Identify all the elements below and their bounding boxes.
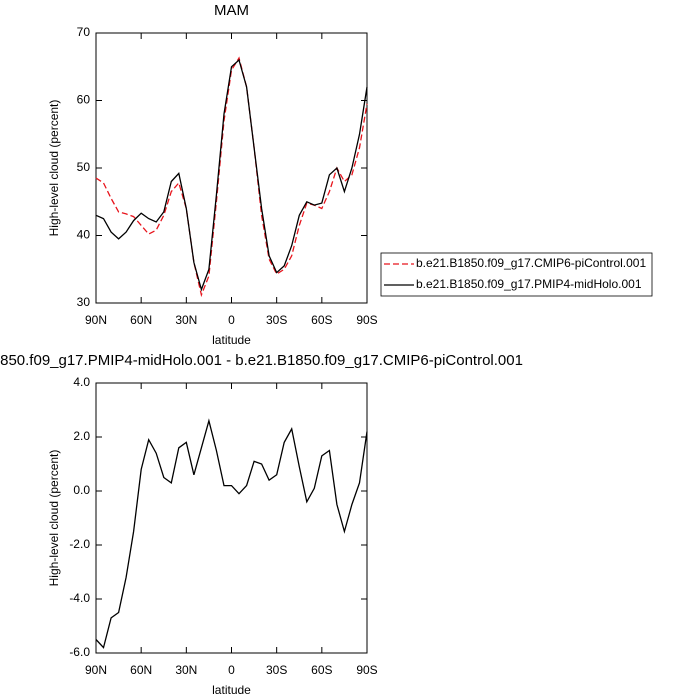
x-tick-label: 90N (85, 313, 107, 327)
x-tick-label: 0 (228, 663, 235, 677)
y-axis-label: High-level cloud (percent) (47, 450, 61, 587)
y-tick-label: 0.0 (73, 483, 90, 497)
legend-label: b.e21.B1850.f09_g17.CMIP6-piControl.001 (416, 256, 646, 270)
x-tick-label: 90N (85, 663, 107, 677)
x-axis-label: latitude (212, 333, 251, 347)
x-tick-label: 60N (130, 663, 152, 677)
y-axis-label: High-level cloud (percent) (47, 100, 61, 237)
y-tick-label: 50 (77, 160, 91, 174)
series-line (95, 56, 368, 298)
y-tick-label: 40 (77, 228, 91, 242)
series-line (95, 418, 368, 649)
legend-box (380, 252, 653, 297)
y-tick-label: -2.0 (69, 537, 90, 551)
plot-frame (95, 32, 368, 304)
x-tick-label: 90S (356, 663, 377, 677)
y-tick-label: -6.0 (69, 645, 90, 659)
x-tick-label: 30S (266, 313, 287, 327)
y-tick-label: 70 (77, 25, 91, 39)
x-tick-label: 30N (175, 313, 197, 327)
x-tick-label: 30S (266, 663, 287, 677)
x-tick-label: 90S (356, 313, 377, 327)
y-tick-label: -4.0 (69, 591, 90, 605)
legend-label: b.e21.B1850.f09_g17.PMIP4-midHolo.001 (416, 277, 642, 291)
x-axis-label: latitude (212, 683, 251, 697)
x-tick-label: 30N (175, 663, 197, 677)
plot-frame (95, 382, 368, 654)
y-tick-label: 2.0 (73, 429, 90, 443)
y-tick-label: 60 (77, 93, 91, 107)
y-tick-label: 30 (77, 295, 91, 309)
series-line (95, 58, 368, 292)
x-tick-label: 60S (311, 663, 332, 677)
chart-title: MAM (214, 2, 249, 19)
chart-title: b.e21.B1850.f09_g17.PMIP4-midHolo.001 - … (0, 352, 523, 369)
y-tick-label: 4.0 (73, 375, 90, 389)
x-tick-label: 0 (228, 313, 235, 327)
x-tick-label: 60N (130, 313, 152, 327)
x-tick-label: 60S (311, 313, 332, 327)
